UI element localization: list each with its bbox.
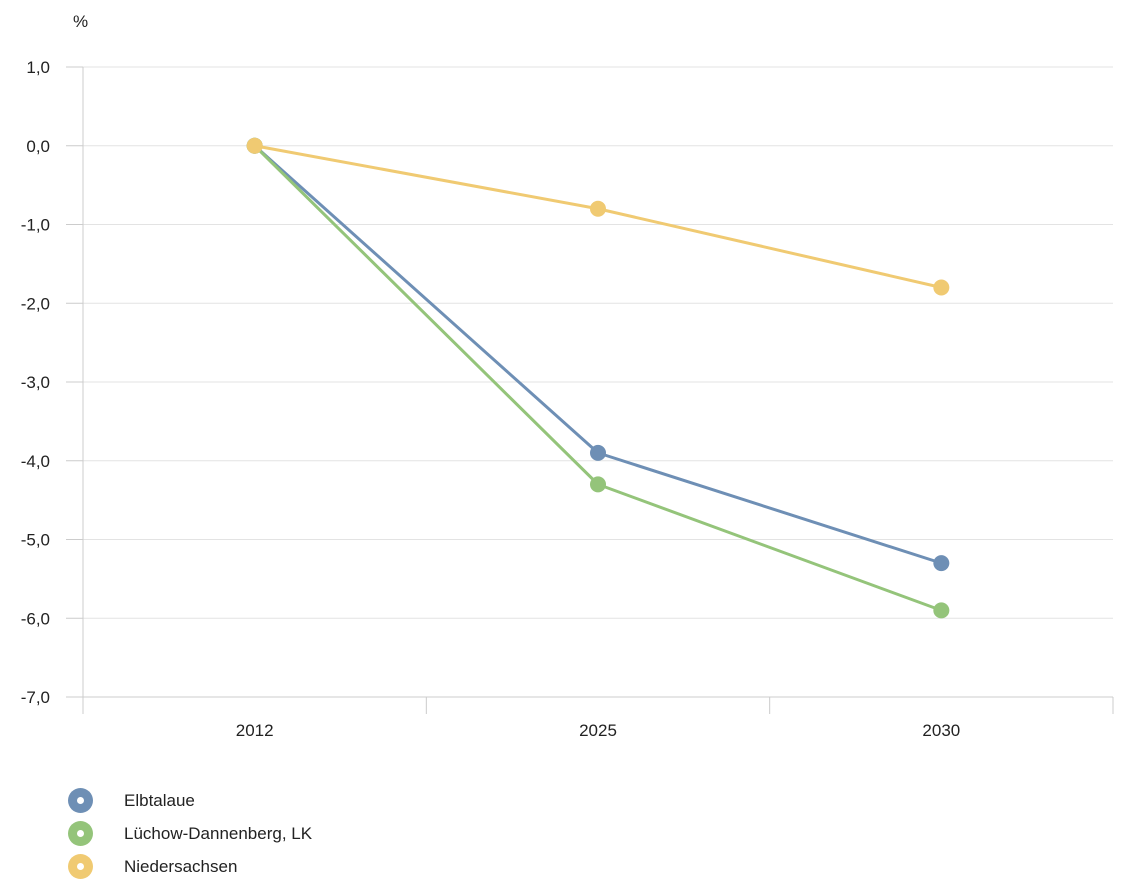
legend-label: Niedersachsen [124, 856, 238, 876]
y-tick-label: -2,0 [21, 294, 50, 313]
y-axis-unit-label: % [73, 12, 88, 31]
legend-item[interactable]: Niedersachsen [68, 850, 312, 883]
line-chart: % 1,0 0,0 -1,0 -2,0 -3,0 -4,0 -5,0 -6,0 -7,0 201… [21, 12, 1114, 740]
data-point[interactable] [246, 137, 263, 154]
legend-label: Elbtalaue [124, 790, 195, 810]
data-point[interactable] [590, 444, 606, 461]
legend-marker [68, 854, 93, 879]
x-tick-label: 2025 [579, 721, 617, 740]
y-tick-label: -5,0 [21, 531, 50, 550]
x-axis-ticks: 2012 2025 2030 [82, 697, 1114, 740]
y-tick-label: 1,0 [26, 58, 50, 77]
chart-legend: Elbtalaue Lüchow-Dannenberg, LK Niedersach… [68, 784, 312, 883]
series-lines [246, 137, 950, 619]
legend-item[interactable]: Lüchow-Dannenberg, LK [68, 817, 312, 850]
legend-marker [68, 821, 93, 846]
y-tick-label: -1,0 [21, 216, 50, 235]
data-point[interactable] [933, 602, 950, 619]
y-tick-label: -3,0 [21, 373, 50, 392]
legend-marker [68, 788, 93, 813]
legend-label: Lüchow-Dannenberg, LK [124, 823, 313, 843]
data-point[interactable] [590, 200, 606, 217]
x-tick-label: 2030 [922, 721, 960, 740]
y-tick-label: 0,0 [26, 137, 50, 156]
grid-lines [83, 66, 1113, 619]
x-tick-label: 2012 [236, 721, 274, 740]
y-tick-label: -6,0 [21, 609, 50, 628]
y-tick-label: -7,0 [21, 688, 50, 707]
legend-item[interactable]: Elbtalaue [68, 784, 312, 817]
series-group [246, 137, 950, 296]
y-axis-ticks: 1,0 0,0 -1,0 -2,0 -3,0 -4,0 -5,0 -6,0 -7,0 [21, 58, 83, 707]
data-point[interactable] [933, 279, 950, 296]
data-point[interactable] [933, 555, 950, 572]
data-point[interactable] [590, 476, 606, 493]
y-tick-label: -4,0 [21, 452, 50, 471]
